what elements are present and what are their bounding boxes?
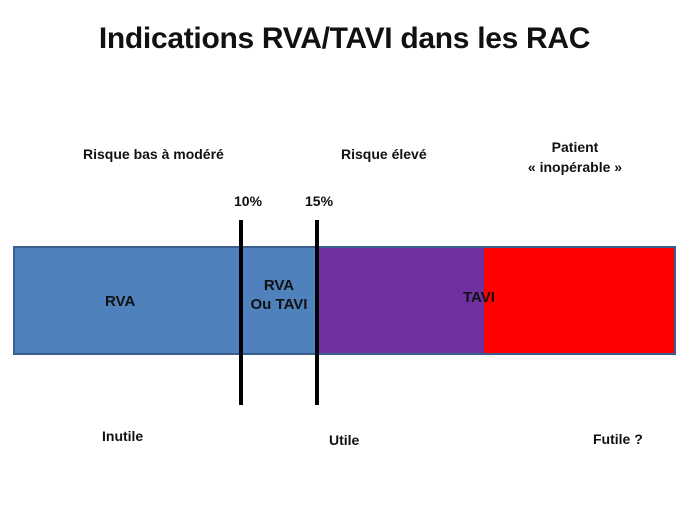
segment-rva: [15, 248, 318, 353]
risk-label-inoperable-line1: Patient: [551, 139, 599, 155]
outcome-futile: Futile ?: [593, 431, 643, 447]
threshold-line-10: [239, 220, 243, 405]
segment-inoperable: [484, 248, 674, 353]
outcome-useless: Inutile: [102, 428, 144, 444]
risk-bar: [13, 246, 676, 355]
threshold-label-15: 15%: [305, 193, 334, 209]
risk-label-high: Risque élevé: [341, 146, 427, 162]
segment-label-rva-or-tavi: RVA Ou TAVI: [240, 276, 318, 314]
segment-tavi-high-risk: [318, 248, 484, 353]
outcome-useful: Utile: [329, 432, 360, 448]
threshold-line-15: [315, 220, 319, 405]
risk-label-low: Risque bas à modéré: [83, 146, 224, 162]
segment-label-rva-or-tavi-line1: RVA: [263, 277, 295, 294]
risk-label-inoperable-line2: « inopérable »: [527, 159, 623, 175]
segment-label-tavi: TAVI: [463, 289, 495, 306]
diagram-title: Indications RVA/TAVI dans les RAC: [98, 22, 591, 55]
segment-label-rva: RVA: [105, 293, 136, 310]
threshold-label-10: 10%: [234, 193, 263, 209]
segment-label-rva-or-tavi-line2: Ou TAVI: [250, 296, 308, 313]
risk-label-inoperable: Patient « inopérable »: [505, 139, 645, 175]
